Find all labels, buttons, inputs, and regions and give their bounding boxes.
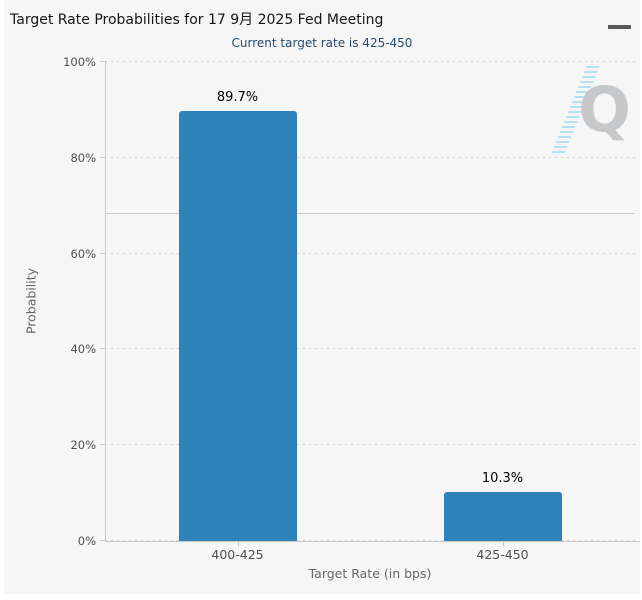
hamburger-icon <box>608 25 631 29</box>
x-axis-line <box>105 541 640 542</box>
y-tick-label: 0% <box>77 534 96 548</box>
y-tick-label: 80% <box>70 150 96 165</box>
y-tick-mark <box>100 540 105 541</box>
y-tick-label: 60% <box>70 246 96 261</box>
x-tick-mark <box>237 541 239 546</box>
bar-value-label: 89.7% <box>216 90 259 106</box>
y-tick-mark <box>100 444 105 446</box>
y-tick-mark <box>100 61 105 62</box>
x-axis-labels: 400-425 425-450 <box>105 547 635 562</box>
bar-value-label: 10.3% <box>481 470 524 486</box>
x-tick-mark <box>502 541 504 546</box>
fed-meeting-probability-chart: Target Rate Probabilities for 17 9月 2025… <box>4 0 640 594</box>
gridline-100% <box>105 61 635 62</box>
y-tick-label: 100% <box>63 55 96 69</box>
chart-context-menu-button[interactable] <box>608 11 631 29</box>
y-tick-mark <box>100 156 105 158</box>
reference-line <box>105 213 635 215</box>
plot-area: Q 89.7% 10.3% <box>105 61 635 541</box>
chart-title: Target Rate Probabilities for 17 9月 2025… <box>10 12 384 28</box>
x-axis-title: Target Rate (in bps) <box>308 566 432 581</box>
x-category-label-425-450: 425-450 <box>476 547 529 562</box>
bar-425-450[interactable] <box>443 491 562 541</box>
gridline-80% <box>105 156 635 158</box>
bar-400-425[interactable] <box>178 111 297 541</box>
y-tick-label: 40% <box>70 342 96 357</box>
gridline-40% <box>105 348 635 350</box>
y-tick-mark <box>100 252 105 254</box>
gridline-20% <box>105 444 635 446</box>
y-axis-line <box>105 62 106 541</box>
x-category-label-400-425: 400-425 <box>211 547 264 562</box>
y-tick-mark <box>100 348 105 350</box>
x-axis-ticks <box>105 541 635 546</box>
y-axis: 0% 20% 40% 60% 80% 100% <box>4 55 105 548</box>
chart-subtitle: Current target rate is 425-450 <box>231 36 413 50</box>
gridline-60% <box>105 252 635 254</box>
gridline-0% <box>105 540 635 541</box>
bar-series: 89.7% 10.3% <box>105 62 635 541</box>
y-tick-label: 20% <box>70 438 96 453</box>
